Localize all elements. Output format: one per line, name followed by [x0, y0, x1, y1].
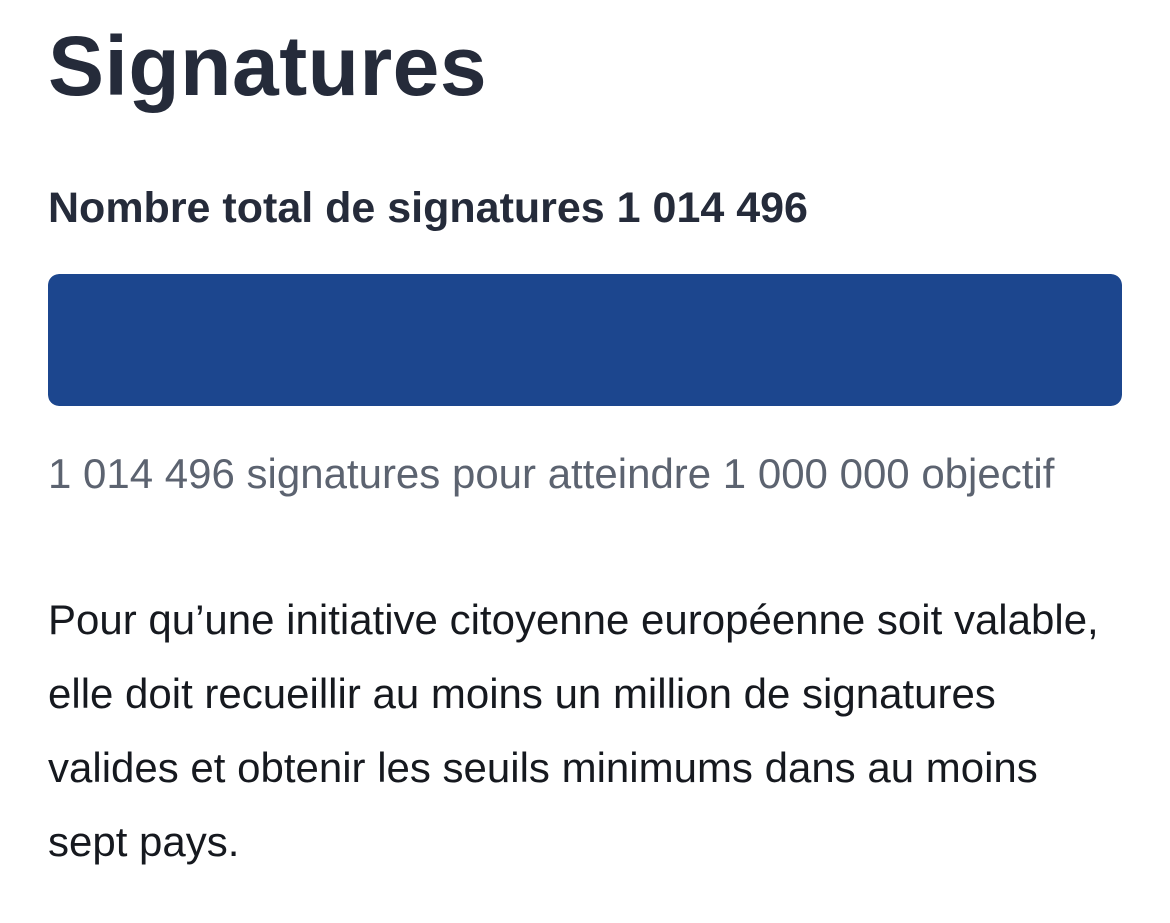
eci-validity-info: Pour qu’une initiative citoyenne europée…	[48, 596, 1099, 865]
total-signatures: Nombre total de signatures 1 014 496	[48, 182, 808, 234]
total-signatures-label: Nombre total de signatures	[48, 184, 605, 232]
page-title: Signatures	[48, 19, 488, 113]
signatures-progress-fill	[48, 274, 1122, 406]
total-signatures-value: 1 014 496	[616, 184, 808, 232]
progress-caption: 1 014 496 signatures pour atteindre 1 00…	[48, 450, 1055, 497]
signatures-progress-bar	[48, 274, 1122, 406]
